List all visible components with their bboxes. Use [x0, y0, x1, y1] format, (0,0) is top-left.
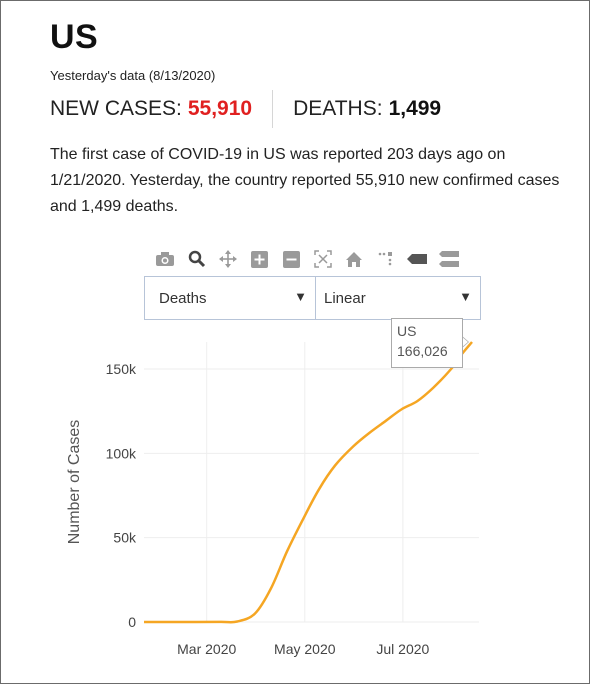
- tooltip-pointer-fill: [461, 336, 468, 348]
- metric-select[interactable]: Deaths ▼: [145, 277, 315, 319]
- stats-row: NEW CASES: 55,910 DEATHS: 1,499: [50, 90, 442, 128]
- autoscale-icon[interactable]: [312, 250, 334, 268]
- scale-select-value: Linear: [324, 289, 366, 307]
- summary-paragraph: The first case of COVID-19 in US was rep…: [50, 146, 560, 215]
- y-tick-label: 150k: [106, 361, 137, 377]
- home-icon[interactable]: [343, 250, 365, 268]
- metric-select-value: Deaths: [159, 289, 207, 307]
- y-tick-label: 100k: [106, 445, 137, 461]
- camera-icon[interactable]: [154, 250, 176, 268]
- hover-compare-icon[interactable]: [438, 250, 460, 268]
- y-tick-label: 50k: [113, 530, 137, 546]
- chart-controls: Deaths ▼ Linear ▼: [144, 276, 481, 320]
- hover-closest-icon[interactable]: [406, 250, 428, 268]
- deaths-label: DEATHS:: [293, 97, 383, 120]
- hover-tooltip: US 166,026: [391, 318, 463, 368]
- zoom-icon[interactable]: [186, 250, 208, 268]
- x-tick-label: Mar 2020: [177, 641, 236, 657]
- tooltip-value: 166,026: [397, 343, 448, 359]
- chart-modebar: [154, 250, 469, 268]
- spike-lines-icon[interactable]: [375, 250, 397, 268]
- chevron-down-icon: ▼: [459, 289, 472, 304]
- tooltip-series: US: [397, 323, 417, 339]
- chevron-down-icon: ▼: [294, 289, 307, 304]
- new-cases-label: NEW CASES:: [50, 97, 182, 120]
- zoom-out-icon[interactable]: [280, 250, 302, 268]
- scale-select[interactable]: Linear ▼: [315, 277, 480, 319]
- x-tick-label: Jul 2020: [376, 641, 429, 657]
- stats-divider: [272, 90, 274, 128]
- data-date-subtitle: Yesterday's data (8/13/2020): [50, 68, 216, 83]
- y-axis-title: Number of Cases: [66, 420, 83, 545]
- y-tick-label: 0: [128, 614, 136, 630]
- pan-icon[interactable]: [217, 250, 239, 268]
- new-cases-value: 55,910: [187, 97, 253, 120]
- zoom-in-icon[interactable]: [249, 250, 271, 268]
- page-title: US: [50, 18, 99, 56]
- series-line-us: [144, 341, 473, 624]
- deaths-value: 1,499: [388, 97, 442, 120]
- x-tick-label: May 2020: [274, 641, 336, 657]
